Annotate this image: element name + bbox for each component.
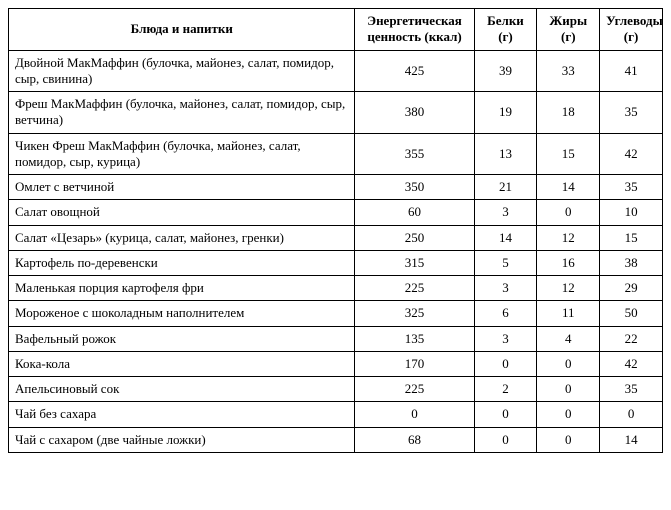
cell-carbs: 41 [600, 50, 663, 92]
cell-carbs: 50 [600, 301, 663, 326]
cell-protein: 0 [474, 402, 537, 427]
cell-fat: 15 [537, 133, 600, 175]
nutrition-table: Блюда и напитки Энергетическая ценность … [8, 8, 663, 453]
cell-carbs: 35 [600, 175, 663, 200]
table-row: Маленькая порция картофеля фри22531229 [9, 276, 663, 301]
col-header-name: Блюда и напитки [9, 9, 355, 51]
cell-energy: 380 [355, 92, 474, 134]
cell-carbs: 29 [600, 276, 663, 301]
cell-fat: 14 [537, 175, 600, 200]
cell-name: Мороженое с шоколадным наполнителем [9, 301, 355, 326]
cell-carbs: 42 [600, 351, 663, 376]
cell-carbs: 35 [600, 92, 663, 134]
cell-name: Омлет с ветчиной [9, 175, 355, 200]
cell-fat: 0 [537, 402, 600, 427]
cell-name: Чикен Фреш МакМаффин (булочка, майонез, … [9, 133, 355, 175]
cell-carbs: 10 [600, 200, 663, 225]
cell-energy: 135 [355, 326, 474, 351]
table-row: Салат овощной603010 [9, 200, 663, 225]
cell-carbs: 0 [600, 402, 663, 427]
cell-name: Салат овощной [9, 200, 355, 225]
cell-name: Двойной МакМаффин (булочка, майонез, сал… [9, 50, 355, 92]
cell-energy: 425 [355, 50, 474, 92]
cell-energy: 355 [355, 133, 474, 175]
cell-protein: 3 [474, 200, 537, 225]
cell-energy: 170 [355, 351, 474, 376]
cell-protein: 3 [474, 276, 537, 301]
cell-carbs: 35 [600, 377, 663, 402]
table-row: Апельсиновый сок2252035 [9, 377, 663, 402]
cell-energy: 68 [355, 427, 474, 452]
cell-name: Фреш МакМаффин (булочка, майонез, салат,… [9, 92, 355, 134]
cell-protein: 0 [474, 351, 537, 376]
cell-energy: 325 [355, 301, 474, 326]
table-row: Чай без сахара0000 [9, 402, 663, 427]
cell-protein: 2 [474, 377, 537, 402]
table-header-row: Блюда и напитки Энергетическая ценность … [9, 9, 663, 51]
cell-carbs: 38 [600, 250, 663, 275]
table-row: Картофель по-деревенски31551638 [9, 250, 663, 275]
table-row: Мороженое с шоколадным наполнителем32561… [9, 301, 663, 326]
cell-fat: 11 [537, 301, 600, 326]
cell-name: Апельсиновый сок [9, 377, 355, 402]
cell-name: Маленькая порция картофеля фри [9, 276, 355, 301]
cell-fat: 0 [537, 427, 600, 452]
cell-protein: 13 [474, 133, 537, 175]
table-row: Омлет с ветчиной350211435 [9, 175, 663, 200]
table-row: Чикен Фреш МакМаффин (булочка, майонез, … [9, 133, 663, 175]
cell-fat: 12 [537, 276, 600, 301]
cell-protein: 19 [474, 92, 537, 134]
cell-carbs: 42 [600, 133, 663, 175]
cell-protein: 21 [474, 175, 537, 200]
cell-name: Чай без сахара [9, 402, 355, 427]
cell-energy: 225 [355, 276, 474, 301]
cell-protein: 3 [474, 326, 537, 351]
cell-name: Кока-кола [9, 351, 355, 376]
table-row: Фреш МакМаффин (булочка, майонез, салат,… [9, 92, 663, 134]
table-row: Салат «Цезарь» (курица, салат, майонез, … [9, 225, 663, 250]
cell-fat: 16 [537, 250, 600, 275]
cell-protein: 14 [474, 225, 537, 250]
cell-protein: 0 [474, 427, 537, 452]
table-row: Кока-кола1700042 [9, 351, 663, 376]
cell-fat: 0 [537, 200, 600, 225]
cell-fat: 4 [537, 326, 600, 351]
cell-energy: 350 [355, 175, 474, 200]
cell-carbs: 15 [600, 225, 663, 250]
cell-energy: 60 [355, 200, 474, 225]
table-body: Двойной МакМаффин (булочка, майонез, сал… [9, 50, 663, 452]
cell-name: Чай с сахаром (две чайные ложки) [9, 427, 355, 452]
cell-energy: 0 [355, 402, 474, 427]
col-header-protein: Белки (г) [474, 9, 537, 51]
col-header-energy: Энергетическая ценность (ккал) [355, 9, 474, 51]
table-row: Вафельный рожок1353422 [9, 326, 663, 351]
col-header-fat: Жиры (г) [537, 9, 600, 51]
cell-energy: 250 [355, 225, 474, 250]
col-header-carbs: Углеводы (г) [600, 9, 663, 51]
cell-energy: 225 [355, 377, 474, 402]
cell-carbs: 14 [600, 427, 663, 452]
cell-protein: 6 [474, 301, 537, 326]
cell-fat: 18 [537, 92, 600, 134]
cell-fat: 0 [537, 351, 600, 376]
cell-name: Салат «Цезарь» (курица, салат, майонез, … [9, 225, 355, 250]
cell-fat: 12 [537, 225, 600, 250]
table-row: Чай с сахаром (две чайные ложки)680014 [9, 427, 663, 452]
cell-energy: 315 [355, 250, 474, 275]
cell-fat: 33 [537, 50, 600, 92]
cell-name: Картофель по-деревенски [9, 250, 355, 275]
cell-name: Вафельный рожок [9, 326, 355, 351]
cell-protein: 5 [474, 250, 537, 275]
table-row: Двойной МакМаффин (булочка, майонез, сал… [9, 50, 663, 92]
cell-fat: 0 [537, 377, 600, 402]
cell-carbs: 22 [600, 326, 663, 351]
cell-protein: 39 [474, 50, 537, 92]
